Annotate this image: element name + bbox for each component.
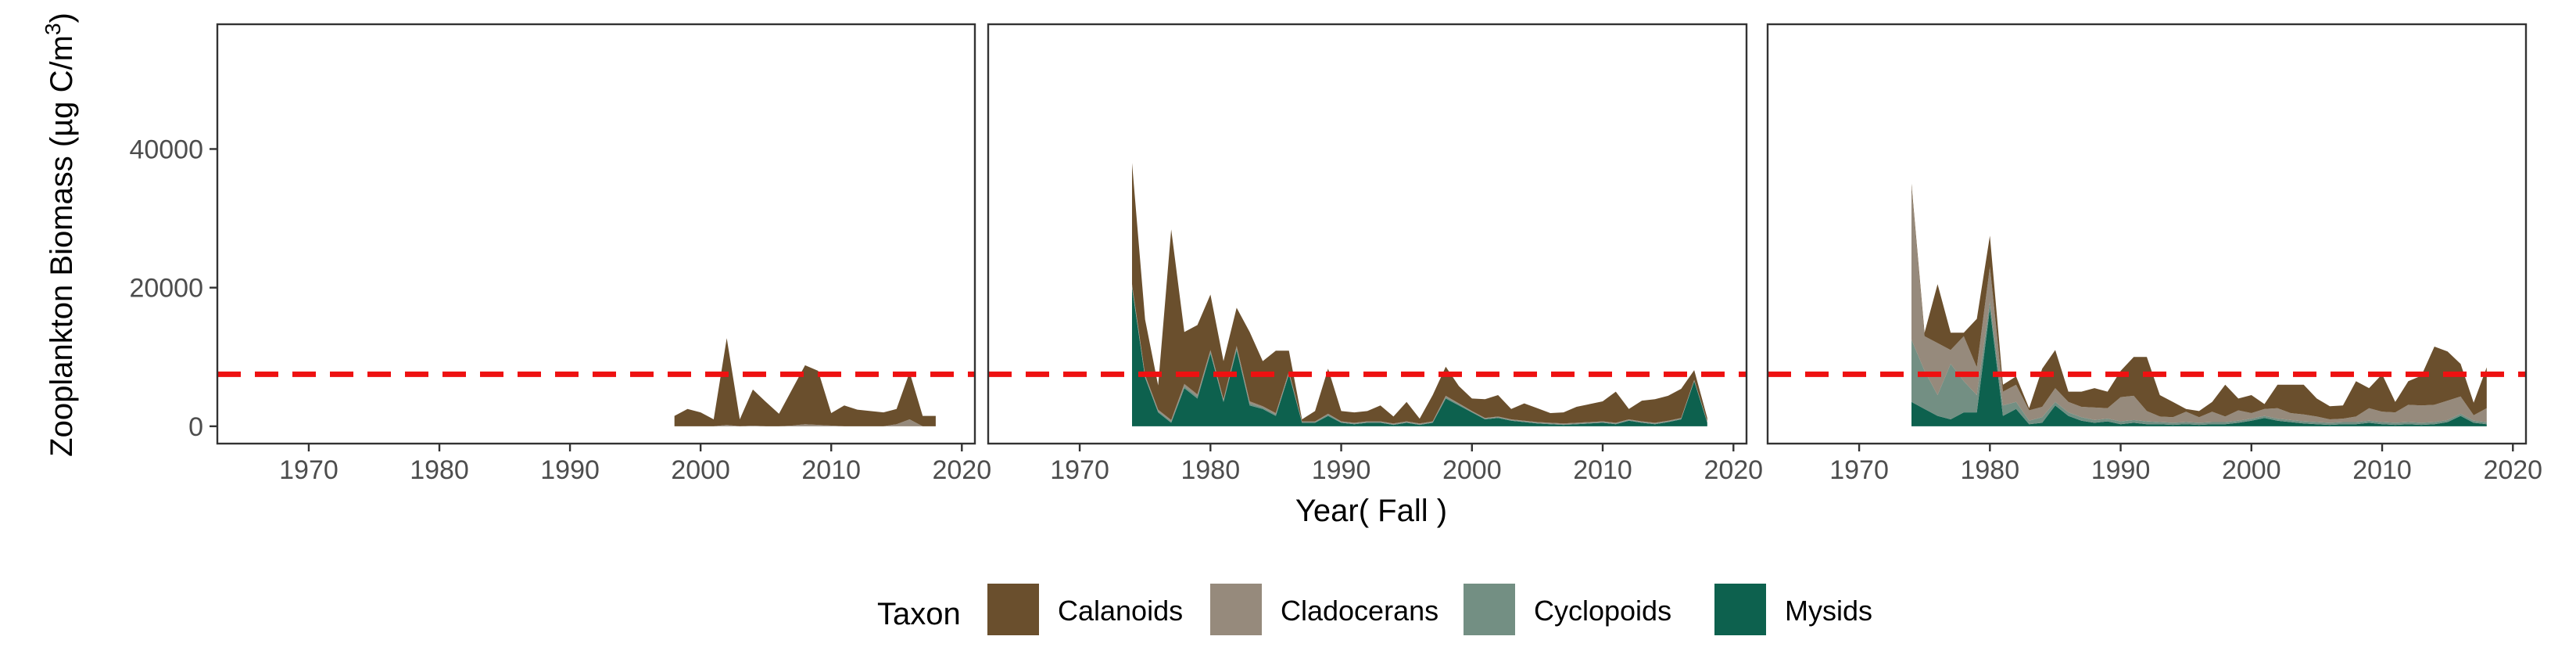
y-axis-title-main: Zooplankton Biomass (µg C/m bbox=[45, 35, 79, 457]
panel-2-x-tick-label-2000: 2000 bbox=[1442, 455, 1502, 485]
panel-1-y-axis: 0 20000 40000 bbox=[129, 135, 217, 442]
y-axis-title: Zooplankton Biomass (µg C/m3) bbox=[41, 13, 79, 457]
y-tick-label-40000: 40000 bbox=[129, 135, 203, 164]
legend-label-cladocerans: Cladocerans bbox=[1281, 595, 1438, 627]
panel-3-x-tick-label-2010: 2010 bbox=[2352, 455, 2412, 485]
legend-swatch-cyclopoids bbox=[1464, 584, 1515, 635]
legend-label-mysids: Mysids bbox=[1785, 595, 1872, 627]
panel-2-x-tick-label-2010: 2010 bbox=[1573, 455, 1632, 485]
panel-1-border bbox=[216, 23, 976, 445]
panel-2-x-tick-label-1990: 1990 bbox=[1312, 455, 1371, 485]
legend: Taxon Calanoids Cladocerans Cyclopoids Mysi… bbox=[877, 584, 1872, 635]
legend-label-cyclopoids: Cyclopoids bbox=[1534, 595, 1671, 627]
panel-1-x-tick-label-1980: 1980 bbox=[410, 455, 469, 485]
panel-1-x-tick-label-1970: 1970 bbox=[279, 455, 339, 485]
panel-3-x-tick-label-1980: 1980 bbox=[1960, 455, 2019, 485]
legend-items: Calanoids Cladocerans Cyclopoids Mysids bbox=[987, 584, 1872, 635]
y-tick-label-20000: 20000 bbox=[129, 274, 203, 304]
panel-1-x-tick-label-2000: 2000 bbox=[671, 455, 730, 485]
panel-3-area-calanoids bbox=[1911, 183, 2487, 420]
panel-1: 1970 1980 1990 2000 2010 2020 0 20000 40000 bbox=[129, 23, 991, 485]
panel-1-stacked-areas bbox=[674, 338, 936, 426]
panel-3-area-mysids bbox=[1911, 308, 2487, 426]
x-axis-title: Year( Fall ) bbox=[1295, 494, 1447, 528]
legend-title: Taxon bbox=[877, 597, 961, 631]
panel-1-x-tick-label-2010: 2010 bbox=[801, 455, 861, 485]
panel-2: 1970 1980 1990 2000 2010 2020 bbox=[987, 23, 1763, 485]
panel-1-area-cladocerans bbox=[674, 419, 936, 426]
legend-label-calanoids: Calanoids bbox=[1058, 595, 1183, 627]
panel-1-x-tick-label-1990: 1990 bbox=[540, 455, 600, 485]
panel-3-x-tick-label-2000: 2000 bbox=[2222, 455, 2281, 485]
y-axis-title-superscript: 3 bbox=[41, 23, 65, 35]
panel-3-x-tick-label-1970: 1970 bbox=[1829, 455, 1889, 485]
panel-3-x-axis: 1970 1980 1990 2000 2010 2020 bbox=[1829, 444, 2542, 485]
panel-1-area-calanoids bbox=[674, 338, 936, 426]
panel-1-x-tick-label-2020: 2020 bbox=[932, 455, 991, 485]
panel-2-x-axis: 1970 1980 1990 2000 2010 2020 bbox=[1050, 444, 1763, 485]
panel-2-x-tick-label-2020: 2020 bbox=[1704, 455, 1763, 485]
panel-2-x-tick-label-1970: 1970 bbox=[1050, 455, 1109, 485]
panel-2-border bbox=[987, 23, 1748, 445]
legend-swatch-mysids bbox=[1714, 584, 1766, 635]
panel-3-x-tick-label-2020: 2020 bbox=[2483, 455, 2542, 485]
panel-2-x-tick-label-1980: 1980 bbox=[1181, 455, 1240, 485]
panel-2-area-mysids bbox=[1132, 287, 1707, 426]
panel-3-x-tick-label-1990: 1990 bbox=[2091, 455, 2151, 485]
y-tick-label-0: 0 bbox=[188, 412, 203, 442]
panel-3-stacked-areas bbox=[1911, 183, 2487, 426]
panel-3: 1970 1980 1990 2000 2010 2020 bbox=[1766, 23, 2542, 485]
panel-2-stacked-areas bbox=[1132, 163, 1707, 426]
panel-1-x-axis: 1970 1980 1990 2000 2010 2020 bbox=[279, 444, 991, 485]
panel-3-border bbox=[1766, 23, 2528, 445]
y-axis-title-end: ) bbox=[45, 13, 79, 23]
panel-2-area-calanoids bbox=[1132, 163, 1707, 424]
legend-swatch-calanoids bbox=[987, 584, 1039, 635]
legend-swatch-cladocerans bbox=[1210, 584, 1262, 635]
